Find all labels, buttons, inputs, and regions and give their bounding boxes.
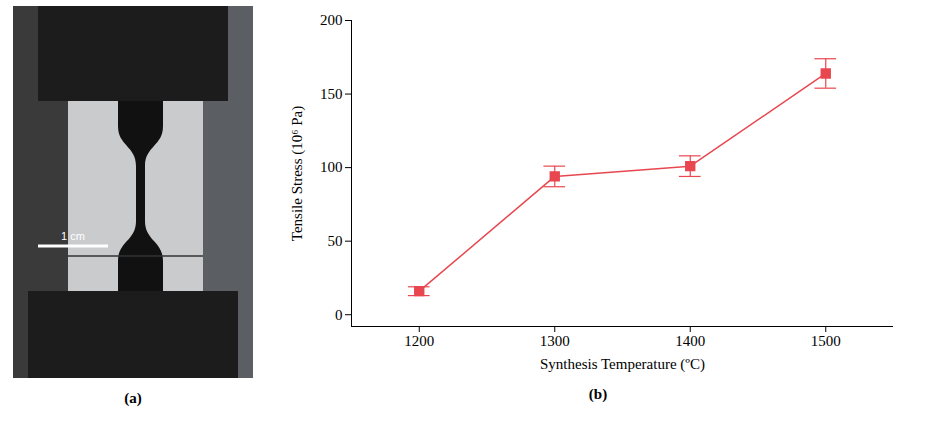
svg-text:1200: 1200 [404, 333, 434, 349]
svg-text:200: 200 [320, 12, 343, 28]
svg-text:1300: 1300 [540, 333, 570, 349]
svg-text:Tensile Stress (10⁶ Pa): Tensile Stress (10⁶ Pa) [289, 106, 306, 241]
svg-text:150: 150 [320, 86, 343, 102]
svg-text:1500: 1500 [811, 333, 841, 349]
svg-text:50: 50 [328, 233, 343, 249]
svg-text:0: 0 [335, 307, 343, 323]
html-text:(a): (a) [124, 390, 142, 406]
svg-text:Synthesis Temperature (ºC): Synthesis Temperature (ºC) [540, 356, 705, 373]
html-text:(b): (b) [588, 386, 608, 402]
svg-text:100: 100 [320, 159, 343, 175]
svg-text:1 cm: 1 cm [61, 230, 85, 242]
svg-text:1400: 1400 [675, 333, 705, 349]
